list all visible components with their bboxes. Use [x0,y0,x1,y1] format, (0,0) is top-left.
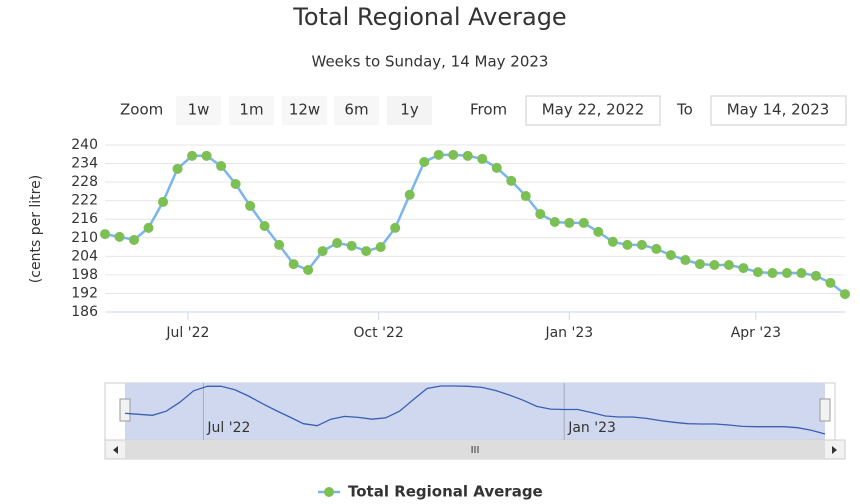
point [433,149,444,160]
point [274,239,285,250]
from-input[interactable] [525,95,661,126]
point [607,236,618,247]
y-tick-label: 192 [71,285,98,301]
point [375,242,386,253]
point [593,226,604,237]
scrollbar-grip: III [471,445,480,456]
to-label: To [676,101,693,119]
point [535,208,546,219]
point [549,217,560,228]
zoom-button[interactable] [334,96,379,125]
point [259,221,270,232]
x-tick-label: Oct '22 [353,325,403,341]
zoom-buttons: 1w 1m 12w 6m 1y [176,96,432,125]
navigator-tick-label: Jan '23 [567,420,616,436]
y-tick-label: 216 [71,211,98,227]
scrollbar-thumb[interactable] [125,440,825,459]
zoom-button-label[interactable]: 6m [344,101,368,119]
point [709,259,720,270]
y-tick-label: 210 [71,230,98,246]
y-tick-label: 234 [71,156,98,172]
point [578,217,589,228]
point [317,246,328,257]
point [245,200,256,211]
y-tick-label: 240 [71,137,98,153]
navigator-handle[interactable] [819,398,831,422]
zoom-button-label[interactable]: 12w [289,101,320,119]
navigator-tick-label: Jul '22 [206,420,250,436]
point [448,149,459,160]
point [462,150,473,161]
point [477,153,488,164]
point [636,239,647,250]
point [187,150,198,161]
point [419,157,430,168]
navigator-handle[interactable] [119,398,131,422]
chart-subtitle: Weeks to Sunday, 14 May 2023 [312,53,549,71]
y-tick-label: 204 [71,248,98,264]
point [390,222,401,233]
x-tick-label: Apr '23 [731,325,781,341]
y-axis-title: (cents per litre) [28,175,44,283]
point [767,268,778,279]
point [840,289,850,300]
point [651,243,662,254]
point [622,239,633,250]
point [404,189,415,200]
point [201,150,212,161]
zoom-button-label[interactable]: 1w [188,101,210,119]
x-tick-label: Jul '22 [165,325,209,341]
point [303,264,314,275]
y-tick-label: 186 [71,304,98,320]
point [520,191,531,202]
point [361,246,372,257]
zoom-button[interactable] [229,96,274,125]
point [680,255,691,266]
zoom-label: Zoom [120,101,163,119]
y-tick-label: 228 [71,174,98,190]
to-value[interactable]: May 14, 2023 [727,101,830,119]
zoom-button[interactable] [176,96,221,125]
point [129,234,140,245]
point [172,163,183,174]
legend-label[interactable]: Total Regional Average [348,483,543,501]
navigator-line [124,385,826,435]
point [216,161,227,172]
point [694,259,705,270]
y-tick-label: 222 [71,193,98,209]
point [752,267,763,278]
from-value[interactable]: May 22, 2022 [542,101,645,119]
zoom-button[interactable] [387,96,432,125]
point [143,222,154,233]
point [796,268,807,279]
point [825,277,836,288]
point [346,240,357,251]
zoom-button[interactable] [282,96,327,125]
point [100,229,110,240]
point [288,259,299,270]
point [723,259,734,270]
zoom-button-label[interactable]: 1y [400,101,419,119]
point [738,263,749,274]
point [665,250,676,261]
series-line [104,153,846,296]
zoom-button-label[interactable]: 1m [239,101,263,119]
point [564,217,575,228]
to-input[interactable] [710,95,847,126]
point [506,175,517,186]
point [332,238,343,249]
point [230,178,241,189]
x-tick-label: Jan '23 [544,325,593,341]
legend-marker [324,487,334,497]
point [781,268,792,279]
point [810,270,821,281]
point [158,196,169,207]
y-tick-label: 198 [71,267,98,283]
chart-title: Total Regional Average [292,3,566,31]
point [491,162,502,173]
point [114,231,125,242]
from-label: From [470,101,507,119]
legend[interactable]: Total Regional Average [318,483,543,501]
